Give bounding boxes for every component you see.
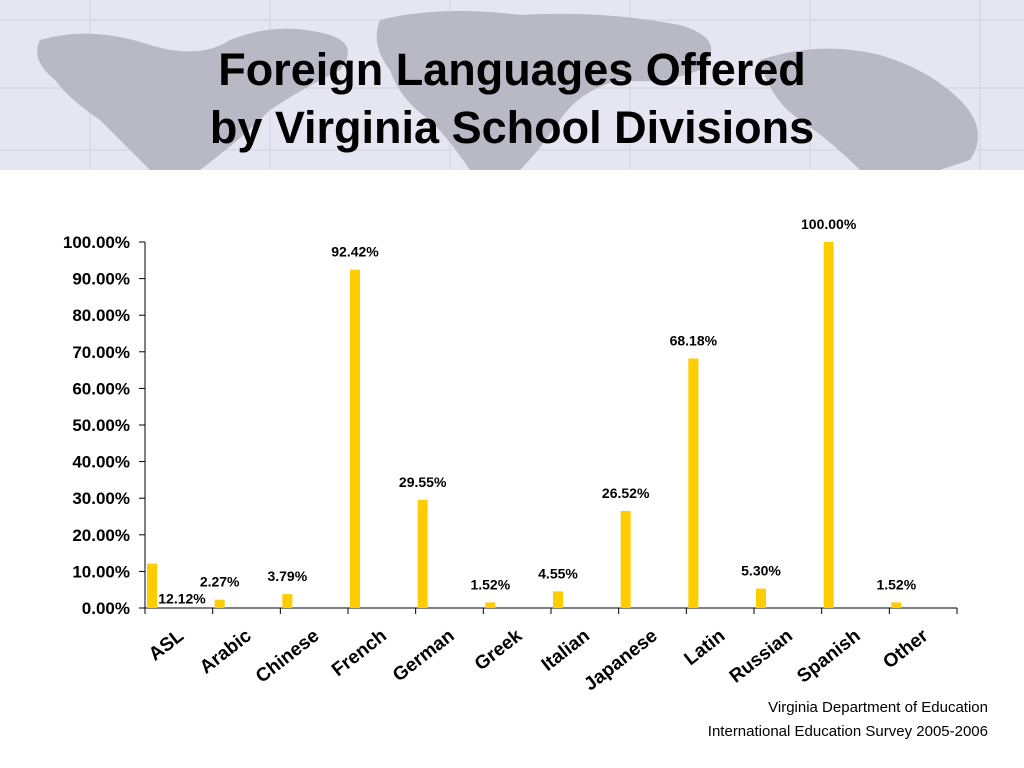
y-tick-label: 100.00% [63,233,130,252]
bar-russian [756,588,766,608]
category-label: Arabic [196,625,256,678]
slide-title-line-2: by Virginia School Divisions [209,102,815,153]
value-label: 29.55% [399,474,447,490]
category-label: German [389,625,459,686]
value-label: 3.79% [267,568,307,584]
y-axis: 0.00% 10.00% 20.00% 30.00% 40.00% 50.00% 60.00… [63,233,146,618]
bar-spanish [823,242,834,608]
value-label: 4.55% [538,565,578,581]
bar-french [350,269,360,608]
bar-other [891,602,902,608]
bar-greek [485,602,496,608]
category-label: Latin [681,625,730,669]
value-label: 1.52% [470,576,510,592]
source-line-2: International Education Survey 2005-2006 [707,723,988,740]
source-line-1: Virginia Department of Education [768,699,988,716]
bar-asl [147,563,157,608]
y-tick-label: 60.00% [72,379,130,398]
y-tick-label: 10.00% [72,562,130,581]
x-axis [144,607,958,614]
slide-title-line-1: Foreign Languages Offered [218,44,806,95]
bar-latin [688,358,699,608]
value-label: 5.30% [741,563,781,579]
y-tick-label: 80.00% [72,306,130,325]
category-label: Chinese [252,625,323,687]
value-label: 2.27% [200,574,240,590]
value-label: 26.52% [602,485,650,501]
bar-chart: 0.00% 10.00% 20.00% 30.00% 40.00% 50.00% 60.00… [63,216,958,695]
value-label: 92.42% [331,244,379,260]
value-label: 68.18% [670,332,718,348]
bar-german [417,499,428,608]
category-label: Italian [538,625,594,675]
category-label: Japanese [580,625,661,695]
y-tick-label: 0.00% [82,599,130,618]
category-label: Other [879,625,932,673]
value-labels: 12.12%2.27% 3.79% 92.42% 29.55% 1.52% 4.55% 26… [158,216,916,607]
y-tick-label: 70.00% [72,343,130,362]
y-tick-label: 90.00% [72,270,130,289]
bar-italian [553,591,563,608]
world-map-background [0,0,1024,170]
bar-arabic [214,599,225,608]
y-tick-label: 20.00% [72,526,130,545]
y-tick-label: 40.00% [72,453,130,472]
value-label: 12.12% [158,591,206,607]
bar-japanese [620,510,631,608]
title-banner: Foreign Languages Offered by Virginia Sc… [0,0,1024,170]
value-label: 1.52% [876,576,916,592]
bars [147,242,902,608]
category-label: Spanish [793,625,864,687]
category-label: Russian [726,625,797,687]
bar-chinese [282,594,293,608]
y-tick-label: 30.00% [72,489,130,508]
value-label: 100.00% [801,216,857,232]
category-label: ASL [145,625,188,665]
category-label: French [328,625,391,681]
y-tick-label: 50.00% [72,416,130,435]
category-label: Greek [471,625,527,675]
